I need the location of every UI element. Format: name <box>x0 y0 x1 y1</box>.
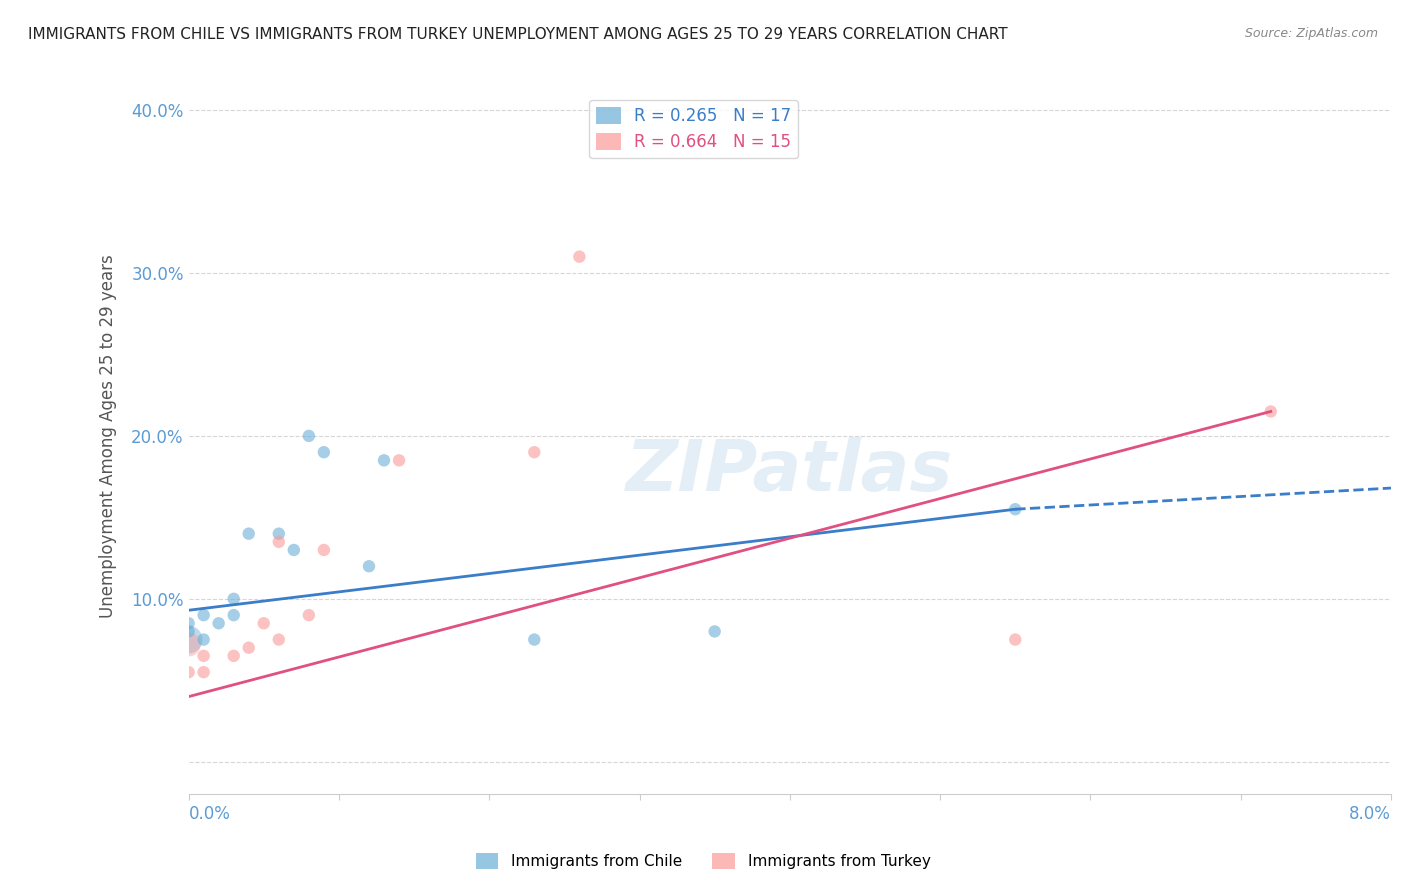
Point <box>703 624 725 639</box>
Point <box>298 429 321 443</box>
Point <box>177 665 200 680</box>
Point <box>357 559 380 574</box>
Point <box>238 526 260 541</box>
Point <box>267 632 290 647</box>
Legend: Immigrants from Chile, Immigrants from Turkey: Immigrants from Chile, Immigrants from T… <box>470 847 936 875</box>
Text: Source: ZipAtlas.com: Source: ZipAtlas.com <box>1244 27 1378 40</box>
Point <box>193 665 215 680</box>
Point <box>523 445 546 459</box>
Point <box>312 543 335 558</box>
Point <box>523 632 546 647</box>
Point <box>177 637 200 651</box>
Point <box>1260 404 1282 418</box>
Point <box>177 616 200 631</box>
Point <box>1004 502 1026 516</box>
Point <box>388 453 411 467</box>
Point <box>193 608 215 623</box>
Point <box>222 648 245 663</box>
Point <box>568 250 591 264</box>
Point <box>177 632 200 647</box>
Point <box>373 453 395 467</box>
Point <box>283 543 305 558</box>
Point <box>298 608 321 623</box>
Point <box>193 632 215 647</box>
Point <box>312 445 335 459</box>
Point <box>238 640 260 655</box>
Point <box>177 624 200 639</box>
Point <box>267 534 290 549</box>
Point <box>1004 632 1026 647</box>
Y-axis label: Unemployment Among Ages 25 to 29 years: Unemployment Among Ages 25 to 29 years <box>100 254 117 618</box>
Point <box>193 648 215 663</box>
Text: IMMIGRANTS FROM CHILE VS IMMIGRANTS FROM TURKEY UNEMPLOYMENT AMONG AGES 25 TO 29: IMMIGRANTS FROM CHILE VS IMMIGRANTS FROM… <box>28 27 1008 42</box>
Point <box>208 616 231 631</box>
Text: 8.0%: 8.0% <box>1350 805 1391 823</box>
Text: 0.0%: 0.0% <box>188 805 231 823</box>
Text: ZIPatlas: ZIPatlas <box>626 437 953 507</box>
Point <box>222 591 245 606</box>
Point <box>253 616 276 631</box>
Point <box>222 608 245 623</box>
Point <box>267 526 290 541</box>
Legend: R = 0.265   N = 17, R = 0.664   N = 15: R = 0.265 N = 17, R = 0.664 N = 15 <box>589 100 799 158</box>
